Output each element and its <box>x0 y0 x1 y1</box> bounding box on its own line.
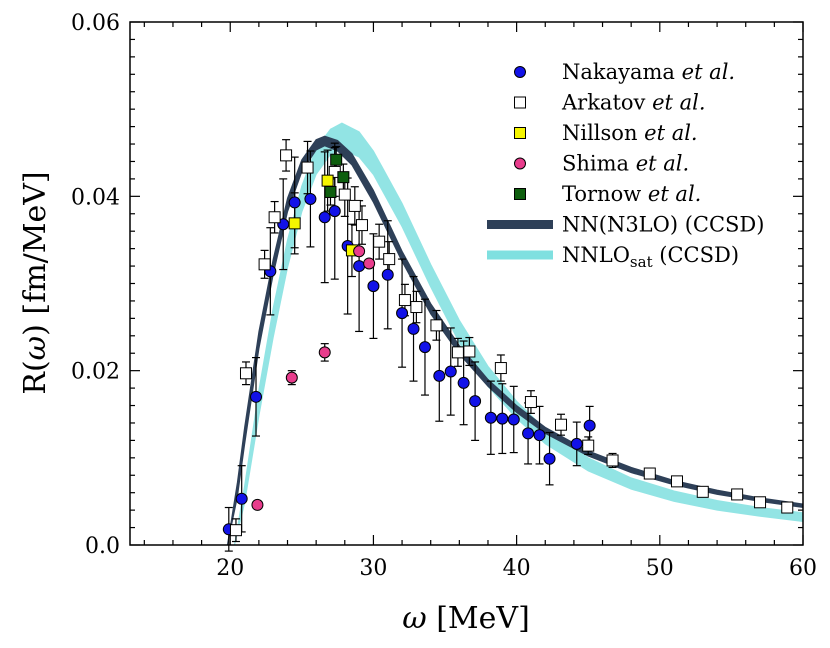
point-nakayama-et-al <box>367 280 380 293</box>
point-arkatov-et-al <box>301 161 314 174</box>
legend-label-arkatov-et-al: Arkatov et al. <box>561 91 706 115</box>
point-arkatov-et-al <box>239 367 252 380</box>
point-arkatov-et-al <box>258 258 271 271</box>
band-nn-n3lo-ccsd- <box>226 135 803 545</box>
y-tick-label: 0.02 <box>71 360 120 385</box>
point-arkatov-et-al <box>494 362 507 375</box>
point-arkatov-et-al <box>430 319 443 332</box>
x-tick-label: 30 <box>359 556 387 581</box>
point-arkatov-et-al <box>229 524 242 537</box>
point-nakayama-et-al <box>570 437 583 450</box>
point-arkatov-et-al <box>338 188 351 201</box>
point-tornow-et-al <box>324 185 337 198</box>
point-arkatov-et-al <box>582 439 595 452</box>
y-tick-label: 0.06 <box>71 11 120 36</box>
legend-marker-tornow-et-al <box>514 188 526 200</box>
point-nakayama-et-al <box>418 341 431 354</box>
bands-layer <box>226 122 803 545</box>
point-nakayama-et-al <box>328 205 341 218</box>
point-arkatov-et-al <box>555 418 568 431</box>
point-arkatov-et-al <box>348 199 361 212</box>
legend-marker-arkatov-et-al <box>514 96 526 109</box>
point-arkatov-et-al <box>268 211 281 224</box>
point-nakayama-et-al <box>469 395 482 408</box>
point-nakayama-et-al <box>353 260 366 273</box>
legend-marker-nillson-et-al <box>514 127 526 139</box>
point-shima-et-al <box>363 257 376 270</box>
legend-marker-shima-et-al <box>514 157 526 170</box>
x-tick-label: 20 <box>216 556 244 581</box>
x-tick-label: 40 <box>503 556 531 581</box>
point-nakayama-et-al <box>433 369 446 382</box>
point-tornow-et-al <box>330 153 343 166</box>
point-nakayama-et-al <box>457 376 470 389</box>
point-nakayama-et-al <box>484 411 497 424</box>
point-arkatov-et-al <box>781 501 794 514</box>
legend: Nakayama et al. Arkatov et al. Nillson et … <box>487 60 764 271</box>
point-arkatov-et-al <box>383 253 396 266</box>
point-arkatov-et-al <box>524 396 537 409</box>
point-arkatov-et-al <box>696 485 709 498</box>
point-arkatov-et-al <box>731 488 744 501</box>
point-arkatov-et-al <box>643 467 656 480</box>
point-arkatov-et-al <box>355 219 368 232</box>
x-tick-label: 50 <box>646 556 674 581</box>
y-tick-label: 0.04 <box>71 185 120 210</box>
legend-label-tornow-et-al: Tornow et al. <box>562 182 701 206</box>
ticks-layer: 20 30 40 50 60 0.0 0.02 0.04 0.06 <box>71 11 817 581</box>
legend-label-nn-n3lo-ccsd: NN(N3LO) (CCSD) <box>562 213 764 237</box>
point-nakayama-et-al <box>507 413 520 426</box>
point-arkatov-et-al <box>451 346 464 359</box>
point-arkatov-et-al <box>754 496 767 509</box>
point-nakayama-et-al <box>318 211 331 224</box>
point-shima-et-al <box>251 498 264 511</box>
legend-marker-nakayama-et-al <box>514 66 526 78</box>
point-shima-et-al <box>285 371 298 384</box>
point-arkatov-et-al <box>410 301 423 314</box>
band-nnlosat-ccsd- <box>234 122 803 545</box>
point-nakayama-et-al <box>522 427 535 440</box>
x-tick-label: 60 <box>789 556 817 581</box>
legend-label-nillson-et-al: Nillson et al. <box>562 121 698 145</box>
point-arkatov-et-al <box>670 475 683 488</box>
point-nakayama-et-al <box>304 192 317 205</box>
point-arkatov-et-al <box>280 149 293 162</box>
point-nakayama-et-al <box>543 452 556 465</box>
point-nakayama-et-al <box>396 307 409 320</box>
x-axis-title: ω [MeV] <box>402 601 530 636</box>
point-nakayama-et-al <box>444 365 457 378</box>
point-nakayama-et-al <box>381 268 394 281</box>
point-nakayama-et-al <box>288 196 301 209</box>
point-tornow-et-al <box>337 171 350 184</box>
y-tick-label: 0.0 <box>85 534 120 559</box>
point-nakayama-et-al <box>250 390 263 403</box>
point-arkatov-et-al <box>463 345 476 358</box>
legend-label-shima-et-al: Shima et al. <box>562 152 689 176</box>
point-nakayama-et-al <box>496 412 509 425</box>
point-nillson-et-al <box>288 217 301 230</box>
point-shima-et-al <box>353 245 366 258</box>
points-layer <box>222 149 794 537</box>
point-arkatov-et-al <box>606 454 619 467</box>
legend-label-nakayama-et-al: Nakayama et al. <box>562 60 735 84</box>
point-nakayama-et-al <box>533 429 546 442</box>
point-nakayama-et-al <box>407 322 420 335</box>
point-nillson-et-al <box>321 174 334 187</box>
point-nakayama-et-al <box>583 419 596 432</box>
legend-label-nnlosat-ccsd: NNLOsat (CCSD) <box>562 243 739 271</box>
point-arkatov-et-al <box>398 294 411 307</box>
point-arkatov-et-al <box>373 235 386 248</box>
point-nakayama-et-al <box>235 492 248 505</box>
y-axis-title: R(ω) [fm/MeV] <box>18 171 53 394</box>
point-shima-et-al <box>318 346 331 359</box>
